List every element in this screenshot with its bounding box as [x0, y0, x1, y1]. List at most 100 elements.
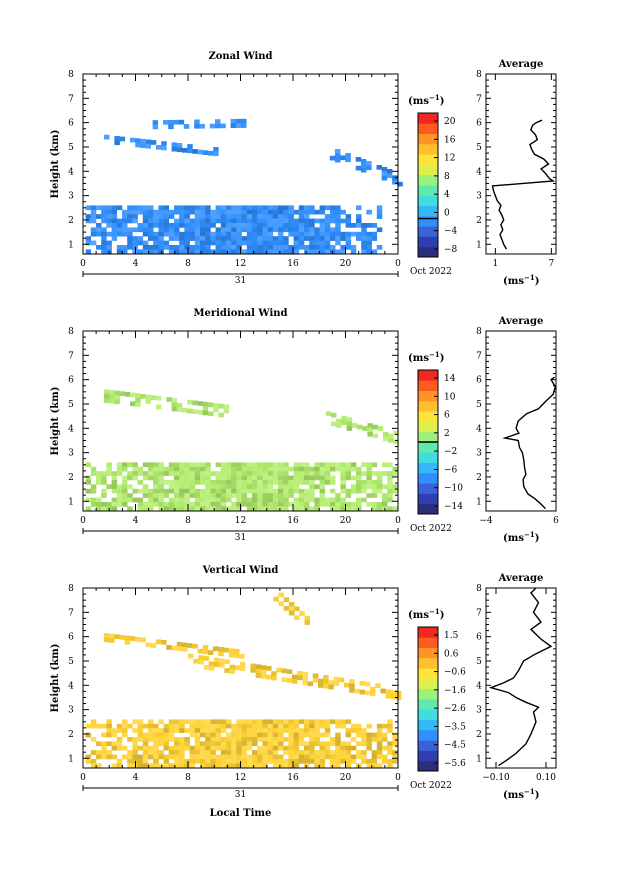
heatmap-cell [101, 754, 107, 760]
heatmap-cell [200, 480, 206, 485]
heatmap-cell [371, 737, 378, 742]
heatmap-cell [262, 466, 268, 472]
heatmap-cell [350, 488, 357, 494]
heatmap-cell [101, 205, 107, 211]
heatmap-cell [150, 140, 157, 145]
heatmap-cell [335, 462, 341, 468]
heatmap-cell [376, 723, 383, 729]
heatmap-cell [246, 480, 253, 485]
heatmap-cell [272, 214, 279, 219]
heatmap-cell [168, 231, 175, 237]
heatmap-cell [267, 497, 274, 503]
heatmap-cell [223, 408, 230, 414]
heatmap-cell [153, 214, 159, 219]
heatmap-cell [226, 493, 232, 498]
heatmap-cell [338, 677, 345, 683]
heatmap-cell [288, 728, 294, 733]
heatmap-cell [382, 502, 388, 507]
heatmap-cell [148, 493, 154, 498]
heatmap-cell [231, 223, 237, 228]
heatmap-cell [210, 502, 216, 507]
heatmap-cell [127, 205, 133, 211]
data-layer [103, 633, 245, 659]
heatmap-cell [283, 719, 289, 725]
heatmap-cell [283, 484, 289, 490]
heatmap-cell [314, 484, 320, 490]
heatmap-cell [226, 759, 232, 764]
heatmap-cell [132, 728, 138, 733]
heatmap-cell [236, 231, 242, 237]
heatmap-cell [215, 754, 222, 760]
heatmap-cell [202, 645, 209, 650]
date-label: 31 [235, 276, 246, 286]
heatmap-cell [197, 149, 204, 155]
heatmap-cell [324, 719, 331, 725]
heatmap-cell [330, 466, 336, 472]
heatmap-cell [324, 218, 331, 224]
heatmap-cell [148, 227, 154, 233]
heatmap-cell [257, 723, 263, 729]
heatmap-cell [366, 763, 372, 769]
heatmap-cell [293, 227, 300, 233]
heatmap-cell [319, 236, 326, 241]
heatmap-cell [283, 466, 289, 472]
heatmap-cell [340, 506, 346, 512]
heatmap-cell [330, 502, 336, 507]
heatmap-cell [360, 159, 367, 164]
heatmap-cell [148, 732, 154, 738]
heatmap-cell [231, 493, 237, 498]
heatmap-cell [252, 484, 258, 490]
heatmap-cell [283, 227, 289, 233]
heatmap-cell [142, 471, 149, 476]
heatmap-cell [309, 484, 315, 490]
heatmap-cell [127, 462, 133, 468]
average-y-tick-label: 5 [476, 657, 482, 667]
heatmap-cell [267, 249, 274, 255]
heatmap-cell [132, 236, 138, 241]
heatmap-cell [272, 249, 279, 255]
heatmap-cell [304, 750, 310, 755]
heatmap-cell [309, 475, 315, 481]
heatmap-cell [96, 227, 102, 233]
heatmap-cell [262, 741, 268, 747]
heatmap-cell [124, 635, 131, 641]
heatmap-cell [226, 205, 232, 211]
heatmap-cell [148, 249, 154, 255]
heatmap-cell [205, 493, 211, 498]
heatmap-cell [179, 745, 185, 751]
heatmap-cell [205, 209, 211, 215]
heatmap-cell [148, 737, 154, 742]
average-y-tick-label: 3 [476, 192, 482, 202]
heatmap-cell [385, 689, 392, 695]
heatmap-cell [387, 471, 393, 476]
heatmap-cell [158, 214, 164, 219]
heatmap-cell [262, 471, 268, 476]
heatmap-cell [330, 245, 336, 250]
heatmap-cell [304, 615, 310, 621]
heatmap-cell [252, 506, 258, 512]
heatmap-cell [213, 147, 219, 152]
heatmap-cell [200, 475, 206, 481]
heatmap-cell [96, 245, 102, 250]
colorbar-segment [418, 380, 438, 391]
heatmap-cell [226, 245, 232, 250]
data-layer [104, 389, 230, 418]
heatmap-cell [127, 750, 133, 755]
x-tick-label: 12 [235, 259, 246, 269]
heatmap-cell [267, 223, 274, 228]
heatmap-cell [246, 719, 253, 725]
colorbar-tick-label: −4.5 [444, 741, 466, 751]
heatmap-cell [376, 737, 383, 742]
heatmap-cell [361, 488, 367, 494]
heatmap-cell [178, 119, 185, 125]
heatmap-cell [148, 471, 154, 476]
heatmap-cell [260, 674, 267, 679]
heatmap-cell [330, 227, 336, 233]
heatmap-cell [314, 506, 320, 512]
heatmap-cell [366, 741, 372, 747]
heatmap-cell [200, 236, 206, 241]
heatmap-cell [163, 745, 170, 751]
heatmap-cell [262, 763, 268, 769]
heatmap-cell [314, 728, 320, 733]
heatmap-cell [226, 497, 232, 503]
